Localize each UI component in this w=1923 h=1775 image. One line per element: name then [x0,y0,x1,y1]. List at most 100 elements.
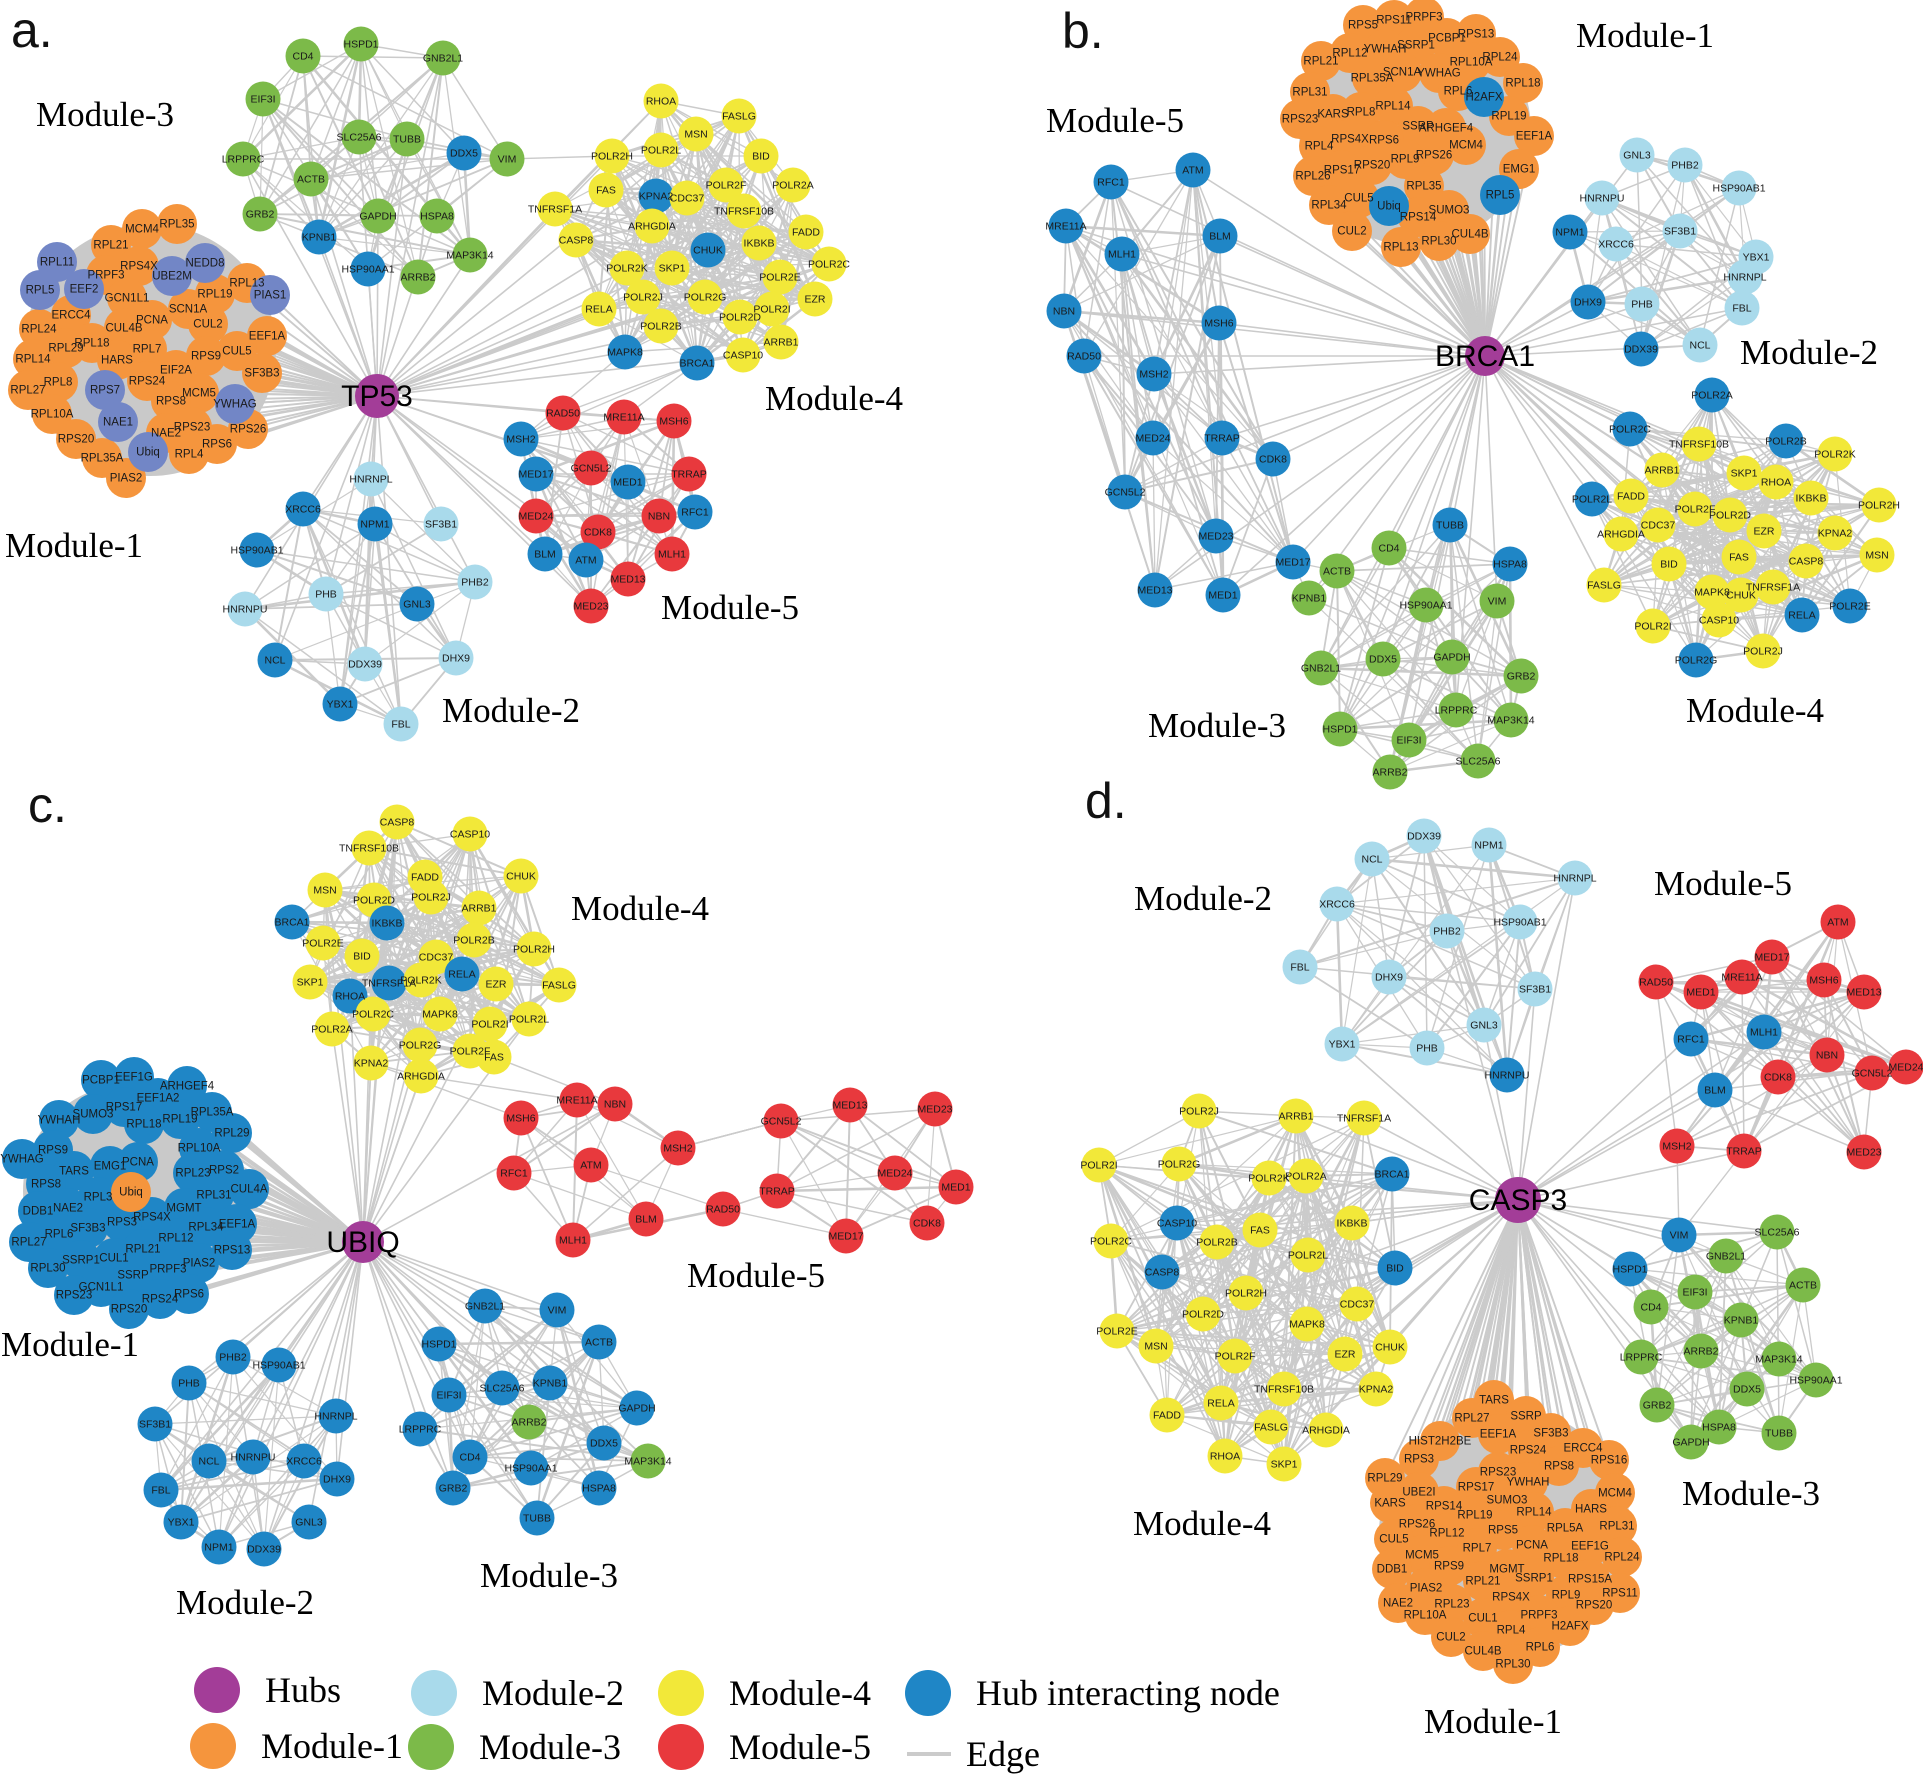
svg-text:RPS8: RPS8 [1544,1461,1574,1473]
svg-text:PCNA: PCNA [1516,1540,1548,1552]
svg-text:RPS11: RPS11 [1376,15,1412,27]
svg-text:RPS4X: RPS4X [1331,134,1369,146]
svg-text:RPL35A: RPL35A [191,1107,234,1119]
svg-text:RPL5: RPL5 [1486,190,1515,202]
svg-text:POLR2F: POLR2F [1675,504,1716,516]
svg-text:YBX1: YBX1 [1743,252,1770,264]
svg-text:H2AFX: H2AFX [1465,92,1502,104]
svg-text:EMG1: EMG1 [1503,164,1536,176]
svg-text:PIAS1: PIAS1 [254,290,287,302]
svg-text:RPS11: RPS11 [1602,1588,1638,1600]
svg-text:Ubiq: Ubiq [136,447,160,459]
svg-text:EEF1A: EEF1A [1516,131,1553,143]
svg-text:BRCA1: BRCA1 [1435,340,1535,373]
svg-text:CDC37: CDC37 [1340,1299,1375,1311]
svg-text:HSPD1: HSPD1 [1612,1264,1647,1276]
svg-text:HNRNPL: HNRNPL [314,1411,357,1423]
svg-text:Module-5: Module-5 [1654,864,1792,903]
svg-text:RPL21: RPL21 [125,1244,160,1256]
svg-text:TRRAP: TRRAP [1204,433,1240,445]
svg-text:PCNA: PCNA [136,315,168,327]
svg-text:ATM: ATM [1827,917,1848,929]
svg-text:TUBB: TUBB [1436,520,1464,532]
svg-text:Module-2: Module-2 [176,1583,314,1622]
svg-text:TNFRSF10B: TNFRSF10B [339,843,399,855]
svg-text:FADD: FADD [411,872,439,884]
svg-text:RAD50: RAD50 [706,1204,740,1216]
svg-text:DHX9: DHX9 [323,1474,351,1486]
svg-text:MSN: MSN [1144,1341,1167,1353]
svg-text:MSH6: MSH6 [659,416,688,428]
svg-text:RFC1: RFC1 [1677,1034,1705,1046]
svg-text:HNRNPU: HNRNPU [1580,193,1625,205]
svg-text:SCN1A: SCN1A [1383,67,1422,79]
svg-text:BID: BID [752,151,770,163]
svg-text:RPL9: RPL9 [1391,154,1420,166]
svg-text:RPS13: RPS13 [1458,29,1494,41]
svg-text:BRCA1: BRCA1 [679,358,714,370]
svg-text:ARHGDIA: ARHGDIA [1302,1425,1350,1437]
svg-text:NBN: NBN [604,1099,626,1111]
svg-text:RPL21: RPL21 [1465,1576,1500,1588]
svg-text:GAPDH: GAPDH [1672,1437,1709,1449]
svg-text:YWHAH: YWHAH [38,1115,81,1127]
svg-text:FBL: FBL [151,1485,170,1497]
svg-text:PHB2: PHB2 [219,1352,247,1364]
svg-text:XRCC6: XRCC6 [286,1456,322,1468]
svg-text:RPS20: RPS20 [58,434,94,446]
svg-text:CHUK: CHUK [1726,590,1756,602]
svg-text:RPL18: RPL18 [1505,78,1540,90]
svg-text:MCM5: MCM5 [182,388,216,400]
svg-text:RPS26: RPS26 [1399,1519,1435,1531]
svg-text:NCL: NCL [1689,340,1710,352]
svg-text:HSP90AB1: HSP90AB1 [1712,183,1765,195]
svg-text:RPS6: RPS6 [1369,135,1399,147]
svg-text:RAD50: RAD50 [1067,351,1101,363]
svg-text:KPNA2: KPNA2 [1818,528,1853,540]
svg-text:EZR: EZR [805,294,826,306]
svg-text:HSPA8: HSPA8 [582,1483,616,1495]
svg-text:CDK8: CDK8 [584,527,612,539]
svg-text:MED13: MED13 [832,1100,867,1112]
svg-text:SSRP: SSRP [1510,1411,1542,1423]
svg-text:CASP10: CASP10 [1699,615,1739,627]
svg-text:YWHAH: YWHAH [1507,1477,1550,1489]
svg-text:POLR2K: POLR2K [400,975,441,987]
svg-text:Module-1: Module-1 [261,1726,403,1766]
svg-text:PRPF3: PRPF3 [1520,1610,1557,1622]
svg-text:MED23: MED23 [917,1104,952,1116]
svg-text:KPNB1: KPNB1 [533,1378,568,1390]
svg-text:SLC25A6: SLC25A6 [1755,1227,1800,1239]
svg-text:DDX39: DDX39 [1407,831,1441,843]
svg-text:RPL29: RPL29 [214,1128,249,1140]
svg-text:KARS: KARS [1374,1498,1406,1510]
svg-text:MCM4: MCM4 [1598,1488,1632,1500]
svg-text:RPS14: RPS14 [1400,212,1437,224]
svg-text:NBN: NBN [648,511,670,523]
svg-text:Ubiq: Ubiq [1377,201,1401,213]
svg-text:RPS6: RPS6 [202,439,232,451]
svg-text:CUL4A: CUL4A [230,1184,267,1196]
svg-text:RPL12: RPL12 [158,1233,193,1245]
svg-text:HSPA8: HSPA8 [420,211,454,223]
svg-text:POLR2H: POLR2H [513,944,555,956]
svg-text:POLR2G: POLR2G [1675,655,1718,667]
svg-text:POLR2I: POLR2I [1080,1160,1117,1172]
svg-text:MSN: MSN [313,885,336,897]
svg-text:Module-4: Module-4 [1133,1504,1271,1543]
svg-text:KARS: KARS [1317,109,1349,121]
svg-text:Module-1: Module-1 [1576,16,1714,55]
svg-text:CUL1: CUL1 [1468,1613,1497,1625]
svg-text:RPS20: RPS20 [1354,160,1390,172]
svg-text:EEF1A: EEF1A [219,1219,256,1231]
svg-text:Module-5: Module-5 [1046,101,1184,140]
svg-text:MED17: MED17 [1754,952,1789,964]
svg-text:RPL35A: RPL35A [81,453,124,465]
svg-text:Module-2: Module-2 [442,691,580,730]
svg-text:RPS6: RPS6 [174,1289,204,1301]
svg-text:SLC25A6: SLC25A6 [1456,756,1501,768]
svg-text:MAP3K14: MAP3K14 [446,250,493,262]
svg-text:CASP8: CASP8 [1789,556,1824,568]
svg-text:NAE2: NAE2 [151,428,181,440]
svg-text:RPL24: RPL24 [1604,1552,1640,1564]
